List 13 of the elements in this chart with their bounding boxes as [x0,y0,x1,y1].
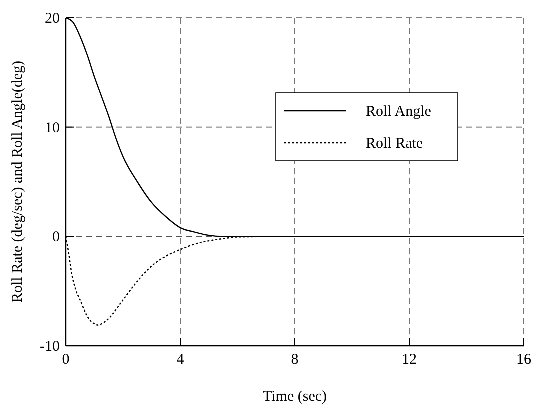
y-tick-label: -10 [40,339,60,355]
y-axis-title: Roll Rate (deg/sec) and Roll Angle(deg) [10,60,26,304]
x-tick-label: 4 [176,352,185,368]
x-tick-label: 0 [62,352,70,368]
x-tick-label: 8 [291,352,299,368]
y-tick-label: 10 [45,120,60,136]
legend-label: Roll Angle [366,104,432,120]
x-axis-title: Time (sec) [262,389,328,405]
legend-label: Roll Rate [366,136,424,152]
x-tick-label: 16 [516,352,532,368]
y-tick-label: 0 [52,230,60,246]
x-tick-label: 12 [402,352,417,368]
y-tick-label: 20 [45,11,60,27]
